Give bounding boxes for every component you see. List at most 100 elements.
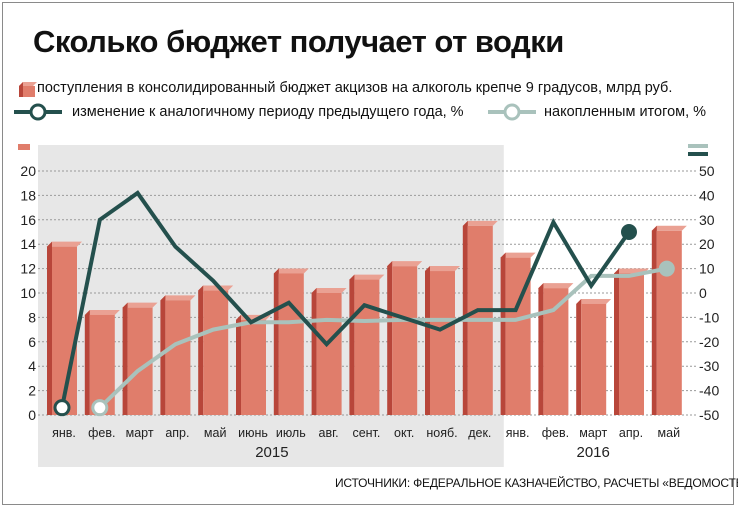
bar-top bbox=[651, 225, 687, 231]
legend-cum-label: накопленным итогом, % bbox=[544, 104, 707, 120]
y-left-tick-label: 18 bbox=[20, 187, 36, 203]
y-left-tick-label: 12 bbox=[20, 261, 36, 277]
y-left-tick-label: 6 bbox=[28, 334, 36, 350]
x-tick-label: фев. bbox=[542, 426, 569, 440]
y-right-tick-label: 10 bbox=[699, 261, 715, 277]
bar-top bbox=[500, 252, 536, 258]
cum-start-marker bbox=[91, 399, 109, 417]
bar-top bbox=[311, 288, 347, 293]
y-left-tick-label: 14 bbox=[20, 236, 36, 252]
x-tick-label: дек. bbox=[468, 426, 491, 440]
bar-side bbox=[122, 302, 128, 415]
x-tick-label: март bbox=[126, 426, 154, 440]
y-left-tick-label: 10 bbox=[20, 285, 36, 301]
bar-top bbox=[538, 283, 574, 289]
legend-bars-label: поступления в консолидированный бюджет а… bbox=[37, 80, 673, 96]
chart-title: Сколько бюджет получает от водки bbox=[33, 24, 564, 59]
bar bbox=[278, 273, 304, 415]
x-tick-label: июнь bbox=[238, 426, 268, 440]
y-right-tick-label: 0 bbox=[699, 285, 707, 301]
y-left-tick-label: 0 bbox=[28, 407, 36, 423]
bar bbox=[203, 290, 229, 415]
bar-side bbox=[614, 268, 619, 415]
year-label: 2016 bbox=[577, 444, 610, 461]
bar-side bbox=[387, 261, 393, 415]
y-left-tick-label: 20 bbox=[20, 163, 36, 179]
left-axis-bar-swatch bbox=[18, 144, 30, 150]
y-right-tick-label: -40 bbox=[699, 383, 719, 399]
bar-top bbox=[462, 220, 498, 226]
x-tick-label: янв. bbox=[52, 426, 76, 440]
bar bbox=[619, 273, 644, 415]
bar-side bbox=[311, 288, 317, 415]
y-right-tick-label: -30 bbox=[699, 358, 719, 374]
x-tick-label: сент. bbox=[352, 426, 380, 440]
bar-side bbox=[273, 268, 279, 415]
bar-top bbox=[160, 295, 196, 301]
y-left-tick-label: 2 bbox=[28, 383, 36, 399]
bar bbox=[354, 279, 380, 415]
bar bbox=[656, 230, 682, 415]
legend-bar-side bbox=[19, 82, 23, 97]
bar-top bbox=[576, 298, 612, 304]
bar-top bbox=[273, 268, 309, 274]
y-right-tick-label: 30 bbox=[699, 212, 715, 228]
bar-top bbox=[84, 309, 120, 315]
line-yoy bbox=[60, 190, 631, 409]
x-tick-label: июль bbox=[276, 426, 306, 440]
yoy-end-marker bbox=[621, 224, 637, 240]
x-tick-label: фев. bbox=[88, 426, 115, 440]
bar bbox=[241, 319, 266, 415]
x-tick-label: нояб. bbox=[426, 426, 457, 440]
bar-side bbox=[236, 314, 241, 415]
bar-top bbox=[425, 266, 460, 272]
bar-side bbox=[198, 285, 204, 415]
bar-side bbox=[47, 241, 52, 415]
y-right-tick-label: -50 bbox=[699, 407, 719, 423]
y-left-tick-label: 16 bbox=[20, 212, 36, 228]
x-tick-label: март bbox=[579, 426, 607, 440]
y-right-tick-label: 50 bbox=[699, 163, 715, 179]
line-cumulative bbox=[98, 266, 668, 410]
y-right-tick-label: -20 bbox=[699, 334, 719, 350]
y-right-tick-label: -10 bbox=[699, 309, 719, 325]
bar-side bbox=[425, 266, 430, 415]
bar-side bbox=[651, 225, 657, 415]
legend-bar-top bbox=[19, 82, 37, 86]
x-tick-label: апр. bbox=[165, 426, 189, 440]
bar-top bbox=[198, 285, 234, 291]
right-axis-yoy-swatch bbox=[688, 152, 708, 156]
bar-side bbox=[576, 298, 582, 415]
bar-side bbox=[538, 283, 544, 415]
x-tick-label: окт. bbox=[394, 426, 414, 440]
right-axis-cum-swatch bbox=[688, 144, 708, 148]
cum-end-marker bbox=[658, 260, 675, 277]
bar-side bbox=[84, 309, 90, 415]
legend-bar-swatch bbox=[23, 86, 35, 97]
legend-yoy-label: изменение к аналогичному периоду предыду… bbox=[72, 104, 464, 120]
x-tick-label: апр. bbox=[619, 426, 643, 440]
bar bbox=[430, 271, 455, 415]
bar-top bbox=[349, 274, 385, 280]
year-label: 2015 bbox=[255, 444, 288, 461]
legend-yoy-marker bbox=[29, 103, 47, 121]
bar-side bbox=[349, 274, 355, 415]
y-right-tick-label: 20 bbox=[699, 236, 715, 252]
x-tick-label: янв. bbox=[506, 426, 530, 440]
bar-top bbox=[387, 261, 423, 267]
bar-side bbox=[500, 252, 506, 415]
bar bbox=[392, 266, 418, 415]
bar bbox=[316, 293, 342, 415]
bar-top bbox=[47, 241, 82, 247]
y-left-tick-label: 8 bbox=[28, 309, 36, 325]
legend-cum-marker bbox=[503, 103, 521, 121]
x-tick-label: авг. bbox=[319, 426, 339, 440]
bar bbox=[581, 303, 607, 415]
y-left-tick-label: 4 bbox=[28, 358, 36, 374]
bar-top bbox=[122, 302, 158, 308]
yoy-start-marker bbox=[53, 399, 71, 417]
x-tick-label: май bbox=[658, 426, 681, 440]
x-tick-label: май bbox=[204, 426, 227, 440]
y-right-tick-label: 40 bbox=[699, 187, 715, 203]
